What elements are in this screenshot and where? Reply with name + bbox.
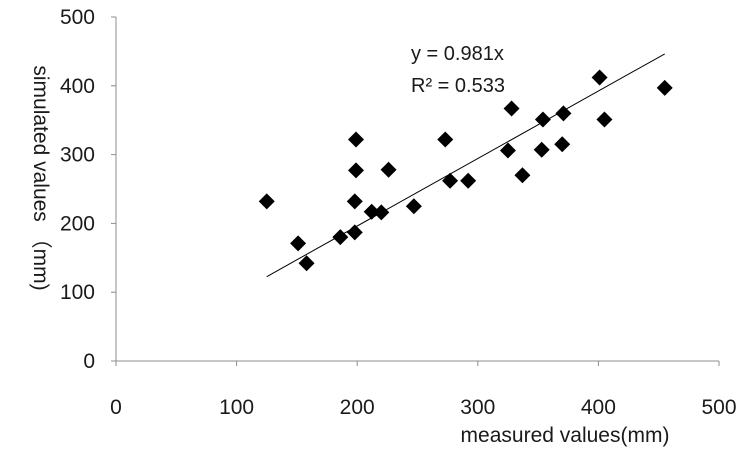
- data-point: [555, 105, 572, 122]
- x-tick-label: 500: [701, 396, 736, 419]
- data-point: [380, 161, 397, 178]
- data-point: [437, 131, 454, 148]
- data-point: [591, 69, 608, 86]
- data-point: [347, 131, 364, 148]
- data-point: [514, 167, 531, 184]
- data-point: [442, 172, 459, 189]
- data-point: [346, 224, 363, 241]
- x-tick-label: 100: [219, 396, 254, 419]
- data-point: [373, 204, 390, 221]
- x-axis-title: measured values(mm): [461, 424, 670, 447]
- data-point: [346, 193, 363, 210]
- x-tick-label: 300: [460, 396, 495, 419]
- trendline-r-squared: R² = 0.533: [411, 75, 505, 97]
- y-tick-label: 300: [60, 144, 95, 167]
- data-point: [596, 111, 613, 128]
- data-point: [534, 111, 551, 128]
- y-tick-label: 400: [60, 75, 95, 98]
- data-point: [290, 235, 307, 252]
- data-point: [347, 162, 364, 179]
- axes: [115, 17, 719, 362]
- trendline-equation: y = 0.981x: [411, 43, 504, 65]
- trendline-group: [266, 53, 665, 278]
- data-point: [656, 79, 673, 96]
- data-point: [554, 136, 571, 153]
- data-point: [460, 172, 477, 189]
- data-point: [332, 229, 349, 246]
- y-axis-title: simulated values （mm): [29, 65, 52, 290]
- data-point: [405, 198, 422, 215]
- ticks: 0 100 200 300 400 500 0 100 200 300 400 500: [60, 6, 737, 419]
- data-point: [503, 100, 520, 117]
- y-tick-label: 500: [60, 6, 95, 29]
- data-point: [533, 141, 550, 158]
- y-tick-label: 200: [60, 212, 95, 235]
- data-points: [258, 69, 673, 272]
- x-tick-label: 400: [581, 396, 616, 419]
- x-tick-label: 0: [110, 396, 122, 419]
- data-point: [298, 255, 315, 272]
- trendline: [266, 53, 665, 278]
- data-point: [499, 142, 516, 159]
- x-tick-label: 200: [340, 396, 375, 419]
- data-point: [258, 193, 275, 210]
- data-point: [363, 203, 380, 220]
- y-tick-label: 100: [60, 281, 95, 304]
- y-tick-label: 0: [83, 350, 95, 373]
